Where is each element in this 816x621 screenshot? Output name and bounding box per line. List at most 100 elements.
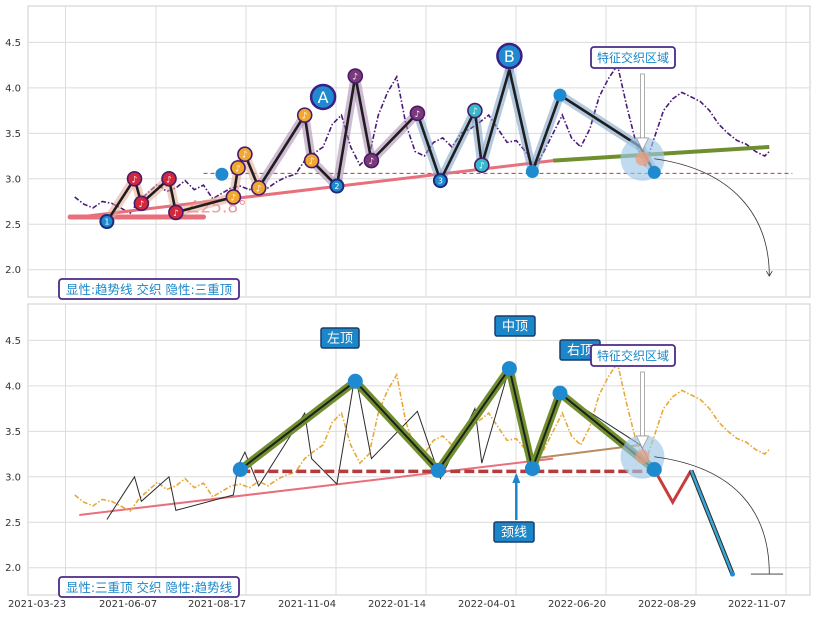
trough-number-marker	[432, 173, 448, 189]
zone-arrow-shaft-top	[640, 73, 645, 139]
zigzag-segment	[175, 195, 234, 214]
pattern-segment-inner	[531, 392, 561, 469]
pattern-segment-inner	[239, 380, 356, 471]
x-tick-label: 2022-06-20	[548, 599, 606, 610]
note-marker	[347, 68, 364, 84]
note-marker-glyph: ♪	[173, 209, 179, 219]
note-marker	[363, 152, 380, 169]
note-marker-glyph: ♪	[369, 157, 375, 167]
left-top-label: 左顶	[327, 332, 353, 347]
y-tick-label: 2.0	[5, 563, 21, 574]
x-tick-label: 2022-04-01	[458, 599, 516, 610]
y-tick-label: 3.5	[5, 129, 21, 140]
caption-bottom: 显性:三重顶 交织 隐性:趋势线	[66, 580, 233, 595]
note-marker	[126, 170, 143, 187]
y-tick-label: 2.0	[5, 265, 21, 276]
middle-top-label: 中顶	[502, 320, 528, 335]
right-top-label: 右顶	[567, 344, 593, 359]
zigzag-segment	[531, 94, 562, 172]
trough-number-label: 2	[334, 182, 339, 191]
trough-number-label: 1	[104, 218, 109, 227]
zone-label-bottom: 特征交织区域	[597, 348, 669, 363]
pattern-node-top	[553, 88, 567, 102]
y-tick-label: 4.0	[5, 83, 21, 94]
note-marker-glyph: ♪	[302, 112, 308, 122]
x-tick-label: 2022-01-14	[368, 599, 426, 610]
note-marker	[161, 170, 177, 187]
note-marker-glyph: ♪	[352, 73, 358, 83]
target-node	[730, 571, 735, 577]
y-tick-label: 4.0	[5, 381, 21, 392]
zone-arrow-head-top	[635, 137, 650, 151]
zigzag-segment	[354, 75, 373, 161]
y-tick-label: 4.5	[5, 38, 21, 49]
neckline-label: 颈线	[501, 526, 527, 541]
pattern-node-bottom	[430, 462, 446, 478]
caption-top: 显性:趋势线 交织 隐性:三重顶	[66, 282, 233, 297]
middle-top-label-box	[494, 315, 536, 337]
note-marker	[237, 146, 253, 163]
note-marker	[467, 102, 483, 119]
zigzag-segment	[335, 75, 357, 187]
pattern-node-bottom	[501, 361, 517, 377]
pattern-node-bottom	[552, 385, 568, 401]
note-marker	[409, 105, 426, 122]
y-tick-label: 3.5	[5, 427, 21, 438]
y-tick-label: 3.0	[5, 472, 21, 483]
pattern-node-top	[647, 165, 661, 179]
note-marker-glyph: ♪	[231, 193, 237, 203]
pattern-node-bottom	[646, 462, 662, 478]
peak-letter-marker	[309, 83, 337, 111]
note-marker-glyph: ♪	[166, 175, 172, 185]
note-marker-glyph: ♪	[415, 110, 421, 120]
zigzag-segment	[416, 112, 442, 182]
y-tick-label: 4.5	[5, 336, 21, 347]
note-marker	[250, 180, 267, 196]
note-marker	[296, 107, 313, 123]
zigzag-segment	[473, 110, 484, 166]
x-tick-label: 2021-03-23	[8, 599, 66, 610]
note-marker-glyph: ♪	[472, 107, 478, 117]
zone-arrow-head-bottom	[635, 435, 650, 449]
x-tick-label: 2021-08-17	[188, 599, 246, 610]
x-tick-label: 2022-11-07	[728, 599, 786, 610]
note-marker-glyph: ♪	[139, 200, 145, 210]
y-tick-label: 2.5	[5, 220, 21, 231]
note-marker	[473, 157, 490, 173]
projection-curve-bottom	[654, 456, 770, 575]
caption-box-bottom	[58, 576, 240, 598]
zigzag-segment	[508, 69, 534, 172]
note-marker-glyph: ♪	[242, 151, 248, 161]
zigzag-segment	[370, 112, 419, 162]
projection-arrowhead-top	[765, 270, 773, 277]
note-marker-glyph: ♪	[256, 184, 262, 194]
zone-arrow-shaft-bottom	[640, 371, 645, 437]
caption-box-top	[58, 278, 240, 300]
pattern-node-bottom	[232, 462, 248, 478]
trough-number-marker	[329, 178, 345, 194]
pattern-segment-inner	[437, 367, 511, 471]
zone-label-top: 特征交织区域	[597, 50, 669, 65]
peak-letter-label: B	[504, 47, 515, 66]
pattern-node-top	[525, 165, 539, 179]
trough-number-label: 3	[438, 177, 443, 186]
price-line-top	[74, 63, 770, 215]
left-top-label-box	[320, 327, 360, 349]
interweave-zone-core-top	[635, 151, 650, 166]
pattern-node-top	[215, 167, 229, 181]
x-tick-label: 2021-11-04	[278, 599, 336, 610]
y-tick-label: 2.5	[5, 518, 21, 529]
zone-label-box-top	[590, 46, 676, 69]
neckline-label-box	[493, 521, 535, 543]
zigzag-segment	[439, 110, 477, 182]
note-marker	[303, 152, 320, 169]
projection-blue	[689, 469, 734, 575]
projection-curve-top	[654, 158, 770, 277]
projection-red	[652, 468, 693, 506]
note-marker	[225, 189, 242, 205]
zigzag-segment	[480, 69, 511, 166]
y-tick-label: 3.0	[5, 174, 21, 185]
pattern-node-bottom	[347, 373, 363, 389]
trendline-top	[79, 159, 554, 219]
note-marker-glyph: ♪	[132, 175, 138, 185]
